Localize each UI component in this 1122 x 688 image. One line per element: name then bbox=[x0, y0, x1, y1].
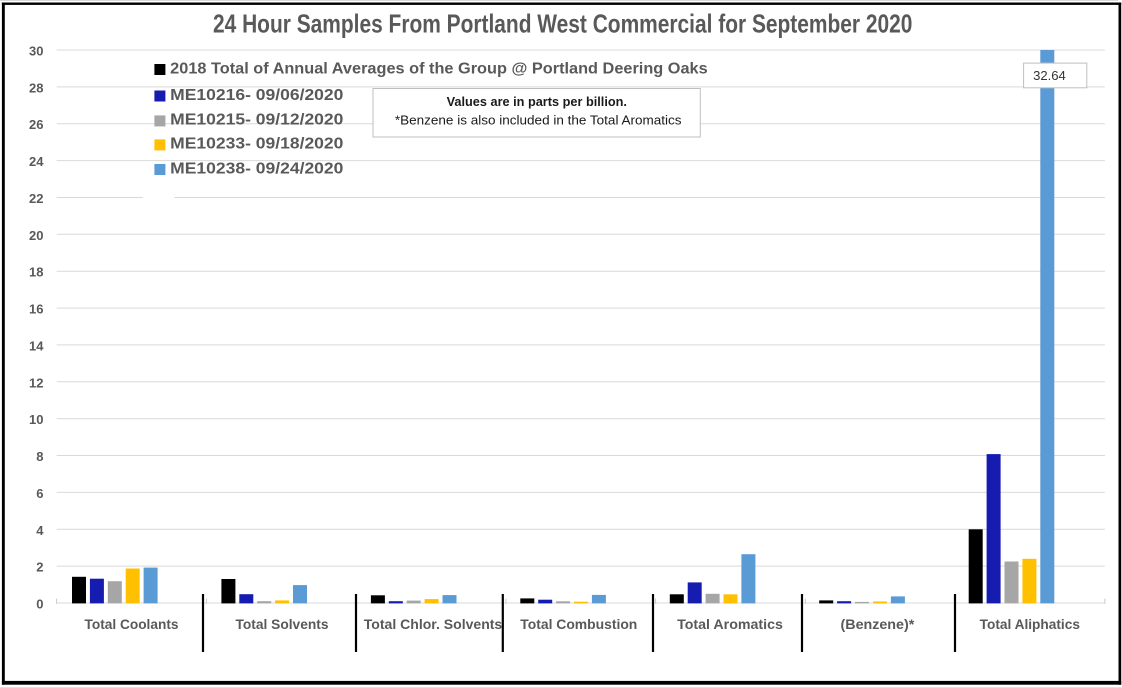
svg-text:0: 0 bbox=[36, 597, 43, 612]
svg-text:Total Coolants: Total Coolants bbox=[85, 617, 179, 633]
svg-text:8: 8 bbox=[36, 449, 43, 464]
svg-text:2: 2 bbox=[36, 560, 43, 575]
svg-text:22: 22 bbox=[29, 191, 43, 206]
svg-text:26: 26 bbox=[29, 117, 43, 132]
svg-text:24: 24 bbox=[29, 154, 44, 169]
svg-text:Total Chlor. Solvents: Total Chlor. Solvents bbox=[364, 617, 503, 633]
svg-text:28: 28 bbox=[29, 80, 43, 95]
svg-text:Total Combustion: Total Combustion bbox=[520, 617, 637, 633]
svg-text:Total Solvents: Total Solvents bbox=[236, 617, 329, 633]
svg-text:30: 30 bbox=[29, 44, 43, 59]
svg-text:16: 16 bbox=[29, 302, 43, 317]
svg-text:Total Aromatics: Total Aromatics bbox=[677, 617, 783, 633]
svg-text:18: 18 bbox=[29, 265, 43, 280]
svg-text:10: 10 bbox=[29, 412, 43, 427]
svg-text:24 Hour Samples From Portland: 24 Hour Samples From Portland West Comme… bbox=[213, 8, 912, 38]
svg-text:20: 20 bbox=[29, 228, 43, 243]
svg-text:Values are in parts per billio: Values are in parts per billion. bbox=[447, 95, 627, 109]
svg-text:14: 14 bbox=[29, 338, 44, 353]
svg-text:2018 Total of Annual Averages: 2018 Total of Annual Averages of the Gro… bbox=[170, 60, 708, 77]
svg-text:ME10216- 09/06/2020: ME10216- 09/06/2020 bbox=[170, 87, 343, 104]
svg-text:6: 6 bbox=[36, 486, 43, 501]
svg-text:ME10215- 09/12/2020: ME10215- 09/12/2020 bbox=[170, 112, 343, 129]
svg-text:32.64: 32.64 bbox=[1033, 68, 1066, 83]
svg-text:ME10238- 09/24/2020: ME10238- 09/24/2020 bbox=[170, 160, 343, 177]
svg-text:ME10233- 09/18/2020: ME10233- 09/18/2020 bbox=[170, 136, 343, 153]
svg-text:12: 12 bbox=[29, 375, 43, 390]
svg-text:4: 4 bbox=[36, 523, 44, 538]
svg-text:Total Aliphatics: Total Aliphatics bbox=[980, 617, 1080, 633]
svg-text:*Benzene is also included in t: *Benzene is also included in the Total A… bbox=[395, 114, 682, 128]
svg-text:(Benzene)*: (Benzene)* bbox=[841, 617, 915, 633]
